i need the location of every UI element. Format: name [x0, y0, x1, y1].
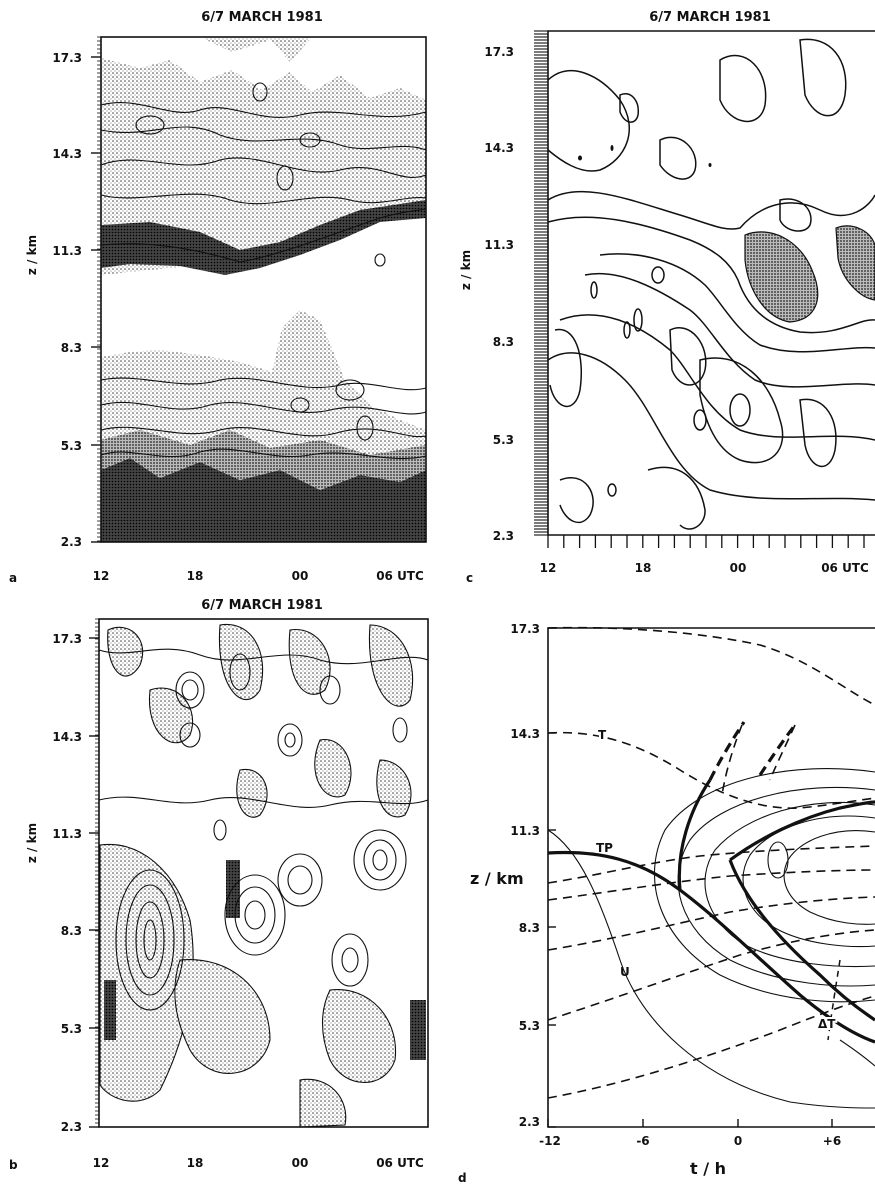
panel-b-xticks: 12 18 00 06 UTC	[93, 1156, 424, 1170]
panel-a: 6/7 MARCH 1981 z / km	[9, 10, 427, 585]
panel-c-ytick: 8.3	[493, 335, 514, 349]
panel-b-ytick: 8.3	[61, 924, 82, 938]
panel-b-xtick: 06 UTC	[376, 1156, 424, 1170]
panel-a-letter: a	[9, 571, 17, 585]
panel-c-xtick: 06 UTC	[821, 561, 869, 575]
panel-b-ytick: 11.3	[52, 827, 82, 841]
panel-d-label-dt: ΔT	[818, 1017, 836, 1031]
panel-d-ylabel: z / km	[470, 869, 524, 888]
panel-a-ylabel: z / km	[25, 235, 39, 275]
panel-d-ytick: 11.3	[510, 824, 540, 838]
panel-c-xtick: 12	[540, 561, 557, 575]
panel-c-xtick: 18	[635, 561, 652, 575]
panel-c-ytick: 14.3	[484, 141, 514, 155]
panel-c-xtick: 00	[730, 561, 747, 575]
panel-c-ytick: 11.3	[484, 238, 514, 252]
panel-a-ytick: 2.3	[61, 535, 82, 549]
panel-b-ylabel: z / km	[25, 823, 39, 863]
panel-a-yticks: 17.3 14.3 11.3 8.3 5.3 2.3	[52, 51, 82, 549]
panel-d-xtick: -12	[539, 1134, 561, 1148]
panel-c-yticks: 17.3 14.3 11.3 8.3 5.3 2.3	[484, 45, 514, 543]
panel-a-xtick: 18	[187, 569, 204, 583]
panel-b-ytick: 5.3	[61, 1022, 82, 1036]
panel-c-xticks: 12 18 00 06 UTC	[540, 561, 869, 575]
panel-c-ytick: 2.3	[493, 529, 514, 543]
panel-b-ytick: 17.3	[52, 632, 82, 646]
panel-a-ytick: 14.3	[52, 147, 82, 161]
panel-d-label-t: T	[598, 728, 607, 742]
panel-d: z / km	[458, 622, 875, 1184]
panel-d-xlabel: t / h	[690, 1159, 726, 1178]
panel-d-xtick: -6	[636, 1134, 649, 1148]
panel-a-tick-marks	[91, 36, 101, 543]
panel-b-xtick: 18	[187, 1156, 204, 1170]
panel-d-label-u: U	[620, 965, 630, 979]
panel-b-ytick: 2.3	[61, 1120, 82, 1134]
panel-c: 6/7 MARCH 1981 z / km	[459, 10, 875, 585]
panel-d-wind-isotachs	[547, 768, 875, 1109]
panel-c-xtick-marks	[547, 535, 865, 548]
panel-b-ytick: 14.3	[52, 730, 82, 744]
panel-a-ytick: 8.3	[61, 341, 82, 355]
panel-d-tropopause	[547, 779, 875, 1044]
panel-d-label-tp: TP	[596, 841, 613, 855]
panel-a-plot-area	[100, 37, 427, 542]
panel-a-xtick: 12	[93, 569, 110, 583]
panel-a-title: 6/7 MARCH 1981	[201, 10, 323, 25]
panel-d-ytick: 14.3	[510, 727, 540, 741]
panel-c-ylabel: z / km	[459, 250, 473, 290]
panel-d-ytick: 8.3	[519, 921, 540, 935]
panel-d-ytick: 17.3	[510, 622, 540, 636]
panel-c-letter: c	[466, 571, 473, 585]
panel-c-ytick: 17.3	[484, 45, 514, 59]
panel-b-letter: b	[9, 1158, 18, 1172]
panel-d-xtick: 0	[734, 1134, 742, 1148]
panel-c-plot-area	[547, 31, 875, 535]
panel-b-xtick: 12	[93, 1156, 110, 1170]
panel-a-xtick: 00	[292, 569, 309, 583]
panel-d-yticks: 17.3 14.3 11.3 8.3 5.3 2.3	[510, 622, 540, 1129]
panel-d-ytick: 5.3	[519, 1019, 540, 1033]
panel-b-xtick: 00	[292, 1156, 309, 1170]
panel-a-ytick: 11.3	[52, 244, 82, 258]
panel-b: 6/7 MARCH 1981 z / km	[9, 598, 429, 1172]
panel-a-ytick: 5.3	[61, 439, 82, 453]
panel-c-ytick: 5.3	[493, 433, 514, 447]
panel-d-plot-area: TP T U ΔT	[547, 626, 875, 1109]
panel-a-ytick: 17.3	[52, 51, 82, 65]
panel-d-letter: d	[458, 1171, 467, 1184]
panel-d-xticks: -12 -6 0 +6	[539, 1134, 841, 1148]
panel-b-yticks: 17.3 14.3 11.3 8.3 5.3 2.3	[52, 632, 82, 1134]
panel-c-title: 6/7 MARCH 1981	[649, 10, 771, 25]
panel-a-xticks: 12 18 00 06 UTC	[93, 569, 424, 583]
panel-c-axis-hatch	[534, 30, 548, 536]
panel-b-tick-marks	[89, 618, 99, 1128]
panel-a-xtick: 06 UTC	[376, 569, 424, 583]
panel-b-plot-area	[98, 619, 429, 1128]
panel-b-title: 6/7 MARCH 1981	[201, 598, 323, 613]
panel-d-xtick: +6	[823, 1134, 841, 1148]
panel-d-tick-marks	[547, 627, 833, 1128]
panel-d-ytick: 2.3	[519, 1115, 540, 1129]
